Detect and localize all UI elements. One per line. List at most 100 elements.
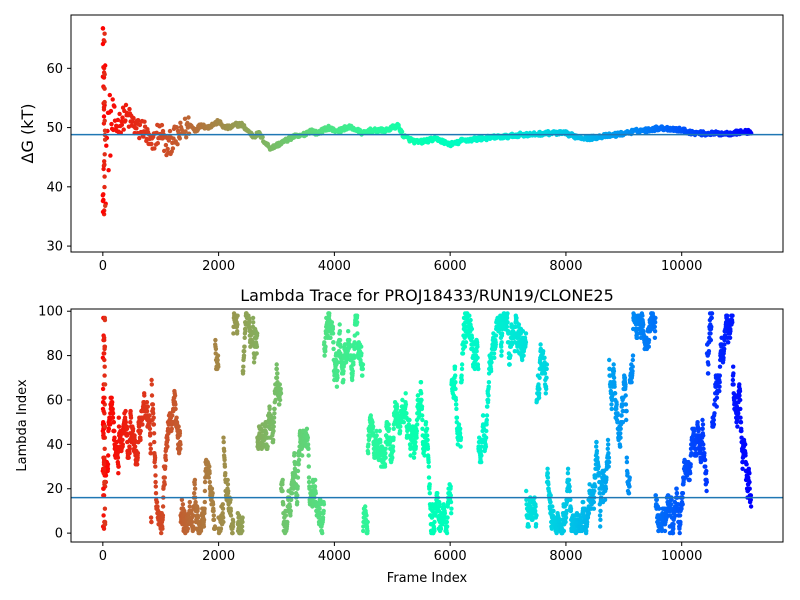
delta-g-point — [117, 111, 122, 117]
lambda-point — [708, 337, 713, 343]
lambda-point — [424, 426, 430, 431]
x-tick-label: 4000 — [318, 259, 351, 274]
lambda-point — [322, 353, 327, 358]
lambda-point — [169, 426, 174, 431]
lambda-point — [350, 368, 355, 374]
lambda-point — [646, 344, 651, 349]
lambda-point — [397, 428, 403, 434]
lambda-point — [278, 391, 284, 396]
lambda-point — [159, 530, 164, 536]
lambda-point — [265, 444, 270, 449]
x-tick-label: 0 — [99, 549, 107, 564]
lambda-point — [138, 437, 143, 443]
lambda-point — [360, 366, 365, 372]
delta-g-point — [107, 92, 113, 98]
lambda-point — [295, 475, 301, 480]
delta-g-point — [162, 148, 167, 154]
lambda-point — [101, 526, 107, 531]
lambda-point — [165, 444, 170, 449]
delta-g-point — [100, 198, 106, 204]
lambda-point — [401, 420, 406, 425]
lambda-point — [243, 329, 248, 334]
lambda-point — [272, 406, 277, 412]
lambda-point — [536, 382, 541, 387]
delta-g-point — [112, 104, 117, 109]
lambda-point — [240, 515, 245, 520]
lambda-point — [102, 373, 107, 378]
lambda-point — [737, 393, 742, 398]
lambda-point — [178, 442, 183, 447]
delta-g-point — [119, 119, 124, 124]
lambda-point — [563, 515, 569, 520]
lambda-point — [173, 406, 178, 412]
lambda-point — [101, 471, 106, 476]
lambda-point — [222, 457, 227, 463]
lambda-point — [614, 402, 619, 407]
lambda-point — [748, 504, 754, 509]
lambda-point — [116, 415, 122, 420]
lambda-point — [598, 508, 603, 514]
lambda-point — [105, 466, 111, 471]
lambda-point — [484, 413, 490, 418]
lambda-point — [414, 435, 419, 440]
delta-g-axes-frame — [70, 14, 784, 253]
lambda-point — [251, 320, 256, 325]
lambda-point — [538, 342, 543, 347]
lambda-point — [671, 526, 676, 531]
lambda-point — [228, 508, 233, 514]
lambda-point — [312, 484, 318, 489]
lambda-point — [285, 519, 290, 525]
lambda-point — [704, 488, 709, 494]
lambda-point — [239, 524, 245, 529]
lambda-point — [120, 437, 125, 443]
lambda-point — [630, 368, 635, 374]
lambda-point — [454, 406, 459, 412]
delta-g-point — [137, 135, 142, 141]
lambda-point — [305, 442, 311, 447]
lambda-point — [544, 362, 550, 367]
lambda-point — [595, 455, 600, 460]
lambda-point — [702, 457, 708, 463]
lambda-point — [192, 491, 197, 496]
lambda-point — [280, 482, 285, 487]
lambda-point — [346, 329, 351, 334]
delta-g-point — [108, 108, 114, 114]
delta-g-point — [102, 152, 107, 157]
lambda-point — [187, 504, 192, 509]
lambda-point — [483, 444, 489, 449]
lambda-point — [211, 513, 216, 518]
lambda-point — [110, 400, 115, 405]
lambda-point — [437, 502, 442, 507]
lambda-point — [271, 415, 277, 420]
lambda-point — [611, 362, 616, 367]
lambda-point — [322, 340, 327, 345]
lambda-point — [132, 433, 137, 438]
lambda-point — [425, 437, 430, 443]
delta-g-point — [121, 127, 126, 132]
lambda-points — [100, 311, 754, 536]
delta-g-point — [101, 65, 106, 70]
lambda-point — [226, 488, 231, 494]
lambda-point — [212, 524, 218, 529]
lambda-point — [442, 511, 448, 516]
lambda-point — [717, 373, 722, 378]
lambda-point — [415, 422, 420, 427]
lambda-point — [611, 368, 617, 374]
lambda-point — [123, 408, 128, 414]
lambda-point — [711, 422, 717, 427]
lambda-point — [163, 457, 169, 463]
lambda-point — [747, 471, 752, 476]
lambda-point — [177, 431, 183, 436]
delta-g-point — [167, 128, 173, 134]
lambda-point — [235, 313, 240, 318]
lambda-point — [691, 426, 697, 431]
lambda-point — [127, 451, 132, 456]
lambda-point — [706, 371, 711, 376]
lambda-point — [412, 451, 417, 456]
lambda-point — [370, 424, 376, 429]
lambda-point — [419, 404, 425, 409]
lambda-point — [306, 446, 311, 451]
lambda-point — [505, 311, 510, 316]
